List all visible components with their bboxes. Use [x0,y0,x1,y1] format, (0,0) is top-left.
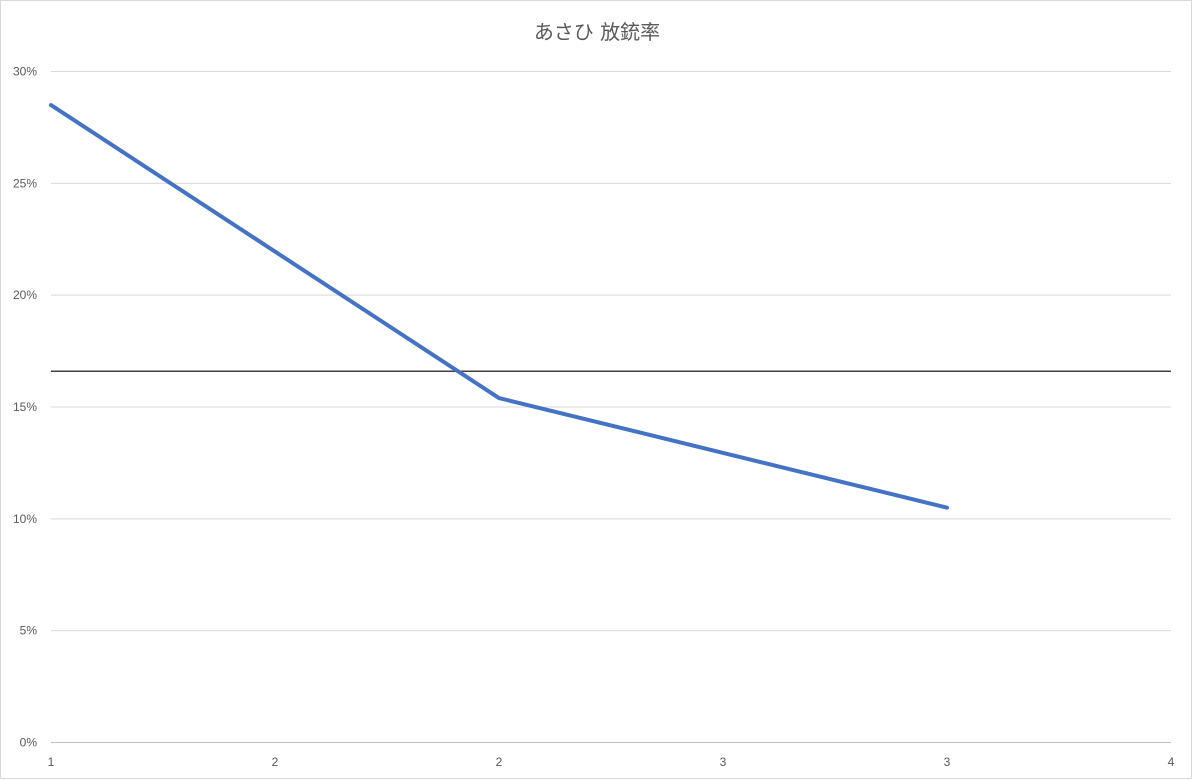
x-axis-tick-labels: 1 2 2 3 3 4 [48,755,1175,769]
x-tick-label: 4 [1168,755,1175,769]
y-tick-label: 25% [13,176,37,190]
x-tick-label: 2 [272,755,279,769]
y-tick-label: 30% [13,65,37,79]
series-line[interactable] [49,103,949,510]
x-tick-label: 1 [48,755,55,769]
y-tick-label: 0% [20,736,38,750]
y-axis-tick-labels: 0% 5% 10% 15% 20% 25% 30% [13,65,37,750]
y-tick-label: 15% [13,400,37,414]
y-tick-label: 20% [13,288,37,302]
series-lines [49,103,949,510]
x-tick-label: 2 [496,755,503,769]
gridlines [51,71,1171,743]
y-tick-label: 10% [13,512,37,526]
x-tick-label: 3 [720,755,727,769]
x-tick-label: 3 [944,755,951,769]
chart-title: あさひ 放銃率 [534,20,660,44]
y-tick-label: 5% [20,624,38,638]
